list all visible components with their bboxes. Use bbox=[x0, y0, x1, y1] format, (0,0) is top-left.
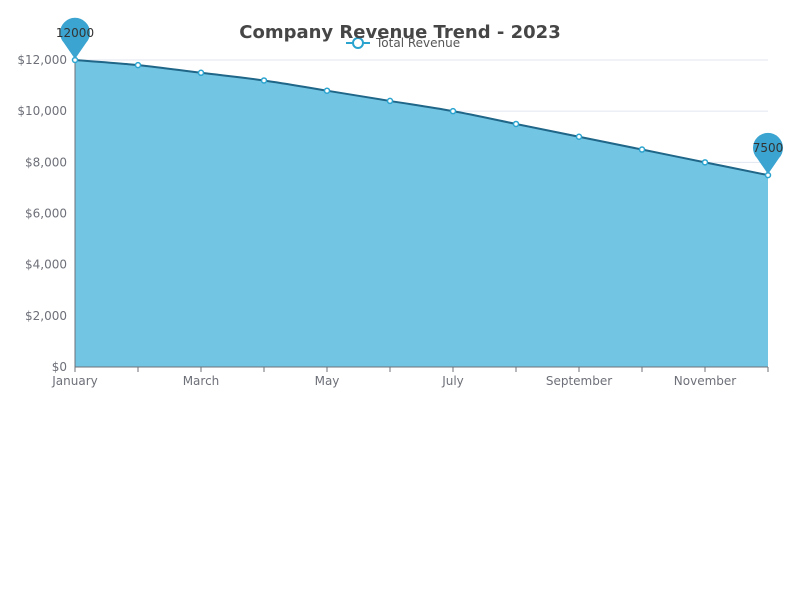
data-point-july[interactable] bbox=[451, 109, 456, 114]
y-tick-label: $8,000 bbox=[25, 155, 67, 169]
data-point-may[interactable] bbox=[325, 88, 330, 93]
x-tick-label: September bbox=[546, 374, 612, 388]
y-tick-label: $12,000 bbox=[17, 53, 67, 67]
y-tick-label: $0 bbox=[52, 360, 67, 374]
x-tick-label: March bbox=[183, 374, 220, 388]
data-point-april[interactable] bbox=[262, 78, 267, 83]
y-tick-label: $2,000 bbox=[25, 309, 67, 323]
chart-title: Company Revenue Trend - 2023 bbox=[239, 22, 560, 43]
data-point-august[interactable] bbox=[514, 121, 519, 126]
x-tick-label: November bbox=[674, 374, 736, 388]
pin-marker-7500[interactable]: 7500 bbox=[753, 133, 784, 174]
y-tick-label: $4,000 bbox=[25, 258, 67, 272]
data-point-november[interactable] bbox=[703, 160, 708, 165]
x-tick-label: July bbox=[441, 374, 464, 388]
data-point-june[interactable] bbox=[388, 98, 393, 103]
data-point-march[interactable] bbox=[199, 70, 204, 75]
x-tick-label: May bbox=[315, 374, 340, 388]
y-tick-label: $6,000 bbox=[25, 207, 67, 221]
y-tick-label: $10,000 bbox=[17, 104, 67, 118]
data-point-october[interactable] bbox=[640, 147, 645, 152]
data-point-february[interactable] bbox=[136, 63, 141, 68]
x-tick-label: January bbox=[51, 374, 98, 388]
pin-label: 7500 bbox=[753, 141, 784, 155]
pin-label: 12000 bbox=[56, 26, 94, 40]
data-point-september[interactable] bbox=[577, 134, 582, 139]
area-layer bbox=[75, 60, 768, 367]
